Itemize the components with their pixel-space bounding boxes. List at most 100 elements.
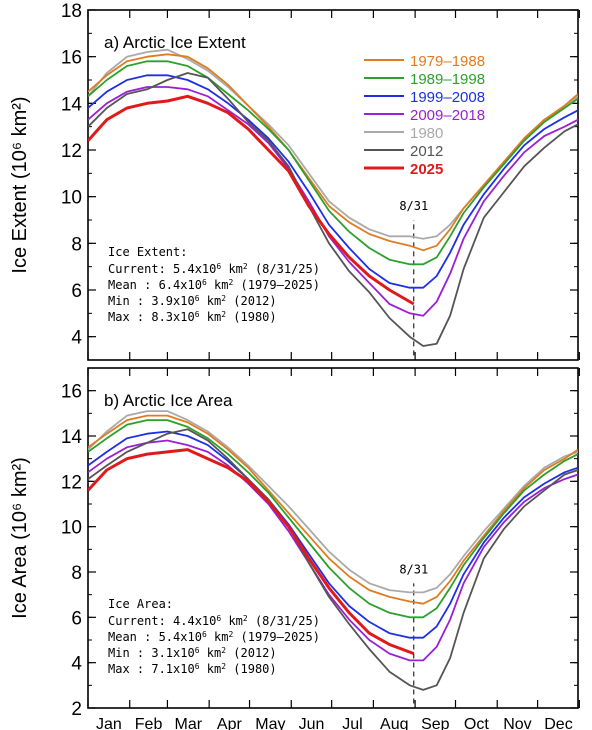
plot-frame	[87, 367, 579, 709]
series-line-19891998	[88, 419, 578, 619]
x-tick-label: Oct	[464, 716, 489, 730]
stats-value: 3.9x10	[151, 294, 194, 308]
stats-annotation: Ice Extent:Current: 5.4x106 km2 (8/31/25…	[108, 245, 320, 324]
stats-value: 4.4x10	[173, 614, 216, 628]
panel-title: a) Arctic Ice Extent	[104, 33, 246, 52]
y-tick-label: 8	[71, 234, 82, 255]
x-tick-label: Apr	[217, 716, 243, 730]
y-tick-label: 16	[61, 382, 82, 403]
stats-exponent: 6	[202, 630, 207, 639]
panel-title: b) Arctic Ice Area	[104, 391, 233, 410]
series-line-19791988	[88, 414, 578, 605]
stats-unit: km	[200, 294, 222, 308]
x-tick-label: Dec	[544, 716, 572, 730]
legend: 1979–19881989–19981999–20082009–20181980…	[364, 53, 485, 178]
stats-value: 6.4x10	[159, 278, 202, 292]
y-tick-label: 14	[61, 427, 83, 448]
date-marker-label: 8/31	[399, 562, 428, 576]
stats-unit-exponent: 2	[243, 614, 248, 623]
stats-note: (8/31/25)	[248, 614, 320, 628]
stats-label: Current:	[108, 614, 173, 628]
stats-value: 5.4x10	[173, 262, 216, 276]
series-line-2025	[88, 94, 415, 306]
stats-row: Current: 4.4x106 km2 (8/31/25)	[108, 614, 320, 629]
stats-label: Max :	[108, 310, 151, 324]
stats-note: (1979–2025)	[233, 630, 320, 644]
stats-exponent: 6	[195, 646, 200, 655]
y-tick-label: 8	[71, 563, 82, 584]
legend-label: 1980	[410, 125, 443, 142]
stats-unit: km	[200, 310, 222, 324]
legend-label: 1999–2008	[410, 89, 485, 106]
stats-row: Max : 8.3x106 km2 (1980)	[108, 310, 277, 325]
stats-exponent: 6	[195, 310, 200, 319]
stats-unit: km	[200, 646, 222, 660]
stats-note: (1979–2025)	[233, 278, 320, 292]
series-lines	[88, 410, 578, 691]
y-tick-label: 14	[61, 94, 83, 115]
stats-label: Mean :	[108, 630, 159, 644]
stats-label: Min :	[108, 294, 151, 308]
series-line-1980	[88, 410, 578, 594]
stats-value: 3.1x10	[151, 646, 194, 660]
series-line-2012	[88, 428, 578, 691]
stats-note: (8/31/25)	[248, 262, 320, 276]
x-tick-label: Jul	[342, 716, 362, 730]
stats-note: (2012)	[226, 294, 277, 308]
stats-unit: km	[207, 630, 229, 644]
legend-label: 1989–1998	[410, 71, 485, 88]
stats-value: 5.4x10	[159, 630, 202, 644]
stats-exponent: 6	[216, 614, 221, 623]
y-tick-label: 18	[61, 1, 82, 22]
series-lines	[88, 48, 578, 347]
stats-unit-exponent: 2	[221, 646, 226, 655]
y-tick-label: 2	[71, 699, 82, 720]
stats-heading: Ice Extent:	[108, 245, 187, 259]
stats-row: Current: 5.4x106 km2 (8/31/25)	[108, 262, 320, 277]
panel-extent: 4 6 8 10 12 14 16 18 Ice Extent (10⁶ km²) a) Arct…	[9, 1, 580, 361]
series-line-2025	[88, 448, 415, 656]
stats-note: (1980)	[226, 310, 277, 324]
stats-unit: km	[221, 262, 243, 276]
stats-unit-exponent: 2	[221, 310, 226, 319]
x-tick-label: Aug	[380, 716, 408, 730]
stats-heading: Ice Area:	[108, 597, 173, 611]
y-axis-label: Ice Extent (10⁶ km²)	[9, 96, 31, 273]
series-line-19791988	[88, 53, 578, 252]
y-tick-label: 6	[71, 608, 82, 629]
stats-row: Mean : 5.4x106 km2 (1979–2025)	[108, 630, 320, 645]
stats-note: (2012)	[226, 646, 277, 660]
legend-label: 2009–2018	[410, 107, 485, 124]
stats-unit-exponent: 2	[228, 630, 233, 639]
stats-exponent: 6	[195, 294, 200, 303]
stats-row: Min : 3.1x106 km2 (2012)	[108, 646, 277, 661]
y-tick-label: 6	[71, 281, 82, 302]
stats-exponent: 6	[202, 278, 207, 287]
x-tick-label: Feb	[135, 716, 163, 730]
stats-row: Mean : 6.4x106 km2 (1979–2025)	[108, 278, 320, 293]
stats-note: (1980)	[226, 662, 277, 676]
stats-label: Current:	[108, 262, 173, 276]
stats-row: Min : 3.9x106 km2 (2012)	[108, 294, 277, 309]
series-line-20092018	[88, 439, 578, 662]
stats-label: Max :	[108, 662, 151, 676]
legend-label: 1979–1988	[410, 53, 485, 70]
series-line-2012	[88, 72, 578, 347]
stats-value: 8.3x10	[151, 310, 194, 324]
stats-unit-exponent: 2	[243, 262, 248, 271]
x-tick-label: Nov	[503, 716, 531, 730]
plot-frame	[87, 9, 579, 361]
x-tick-label: Jun	[299, 716, 325, 730]
stats-unit-exponent: 2	[228, 278, 233, 287]
stats-unit-exponent: 2	[221, 662, 226, 671]
series-line-19891998	[88, 60, 578, 266]
y-tick-label: 12	[61, 472, 82, 493]
panel-area: 2 4 6 8 10 12 14 16 Jan Feb Mar Apr May Jun Jul Aug Sep O…	[9, 367, 580, 730]
date-marker-label: 8/31	[399, 199, 428, 213]
y-tick-label: 12	[61, 141, 82, 162]
x-tick-label: Mar	[175, 716, 203, 730]
x-tick-label: May	[255, 716, 285, 730]
stats-exponent: 6	[216, 262, 221, 271]
y-tick-label: 16	[61, 48, 82, 69]
